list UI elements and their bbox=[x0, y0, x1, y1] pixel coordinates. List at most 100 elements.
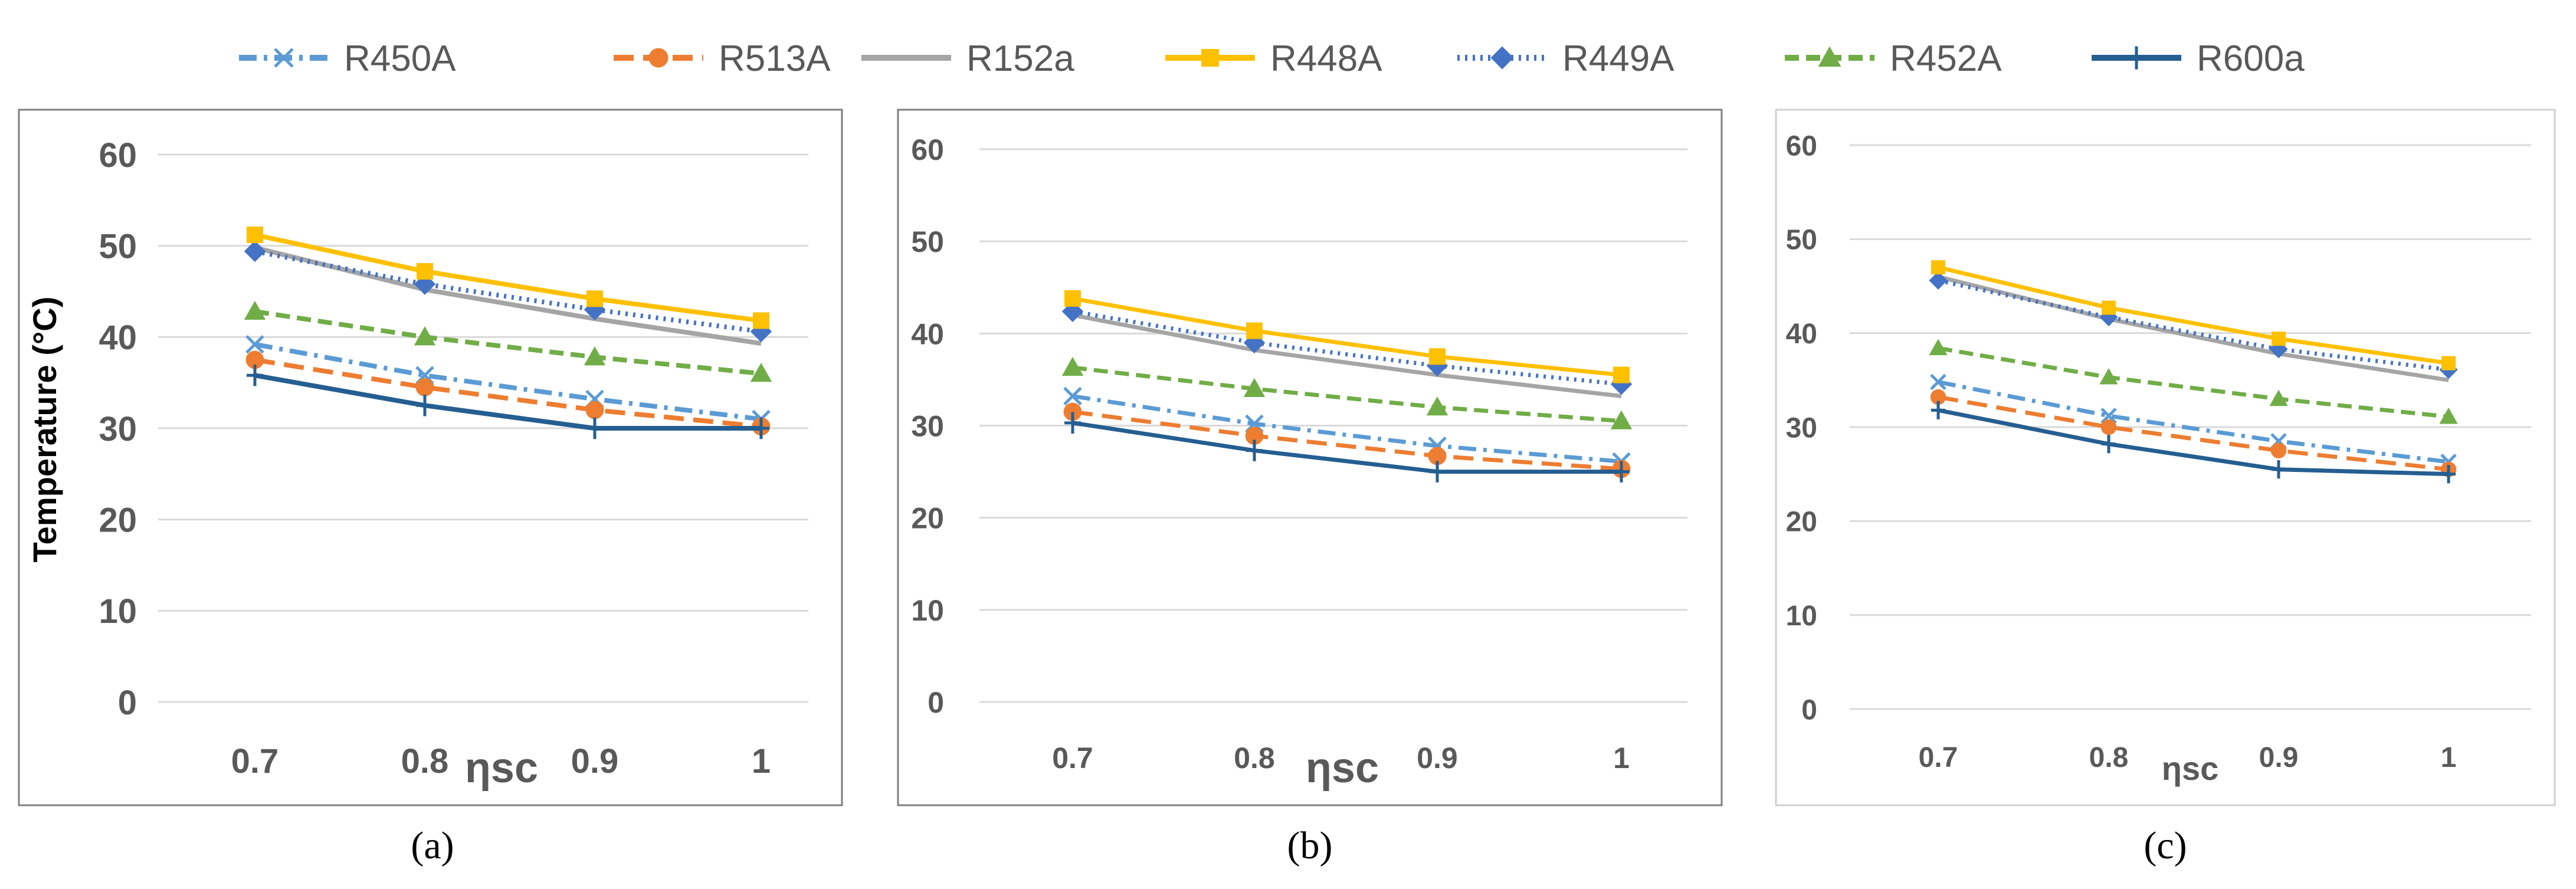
x-tick-label: 0.9 bbox=[2259, 742, 2299, 773]
y-tick-label: 50 bbox=[911, 225, 944, 258]
data-point bbox=[1246, 322, 1263, 339]
y-tick-label: 20 bbox=[911, 502, 944, 535]
legend-label: R452A bbox=[1890, 38, 2002, 79]
subfigure-label: (b) bbox=[1287, 824, 1333, 867]
data-point bbox=[244, 240, 266, 263]
series-line bbox=[254, 309, 762, 376]
x-axis-label: ηsc bbox=[1306, 744, 1379, 792]
data-point bbox=[2269, 389, 2288, 406]
chart-frame bbox=[18, 109, 843, 806]
y-tick-label: 10 bbox=[911, 594, 944, 627]
data-point bbox=[584, 346, 606, 366]
series-r452a bbox=[1061, 356, 1633, 429]
data-point bbox=[417, 395, 433, 416]
legend-label: R450A bbox=[344, 38, 456, 79]
data-point bbox=[415, 378, 434, 396]
data-point bbox=[245, 334, 264, 354]
data-point bbox=[2441, 465, 2456, 484]
series-line bbox=[1938, 408, 2449, 477]
data-point bbox=[586, 290, 603, 307]
y-tick-label: 50 bbox=[1786, 225, 1817, 256]
data-point bbox=[586, 417, 603, 439]
data-point bbox=[585, 401, 604, 419]
series-line bbox=[1072, 409, 1622, 471]
legend-item-r452a: R452A bbox=[1785, 38, 2002, 79]
y-tick-label: 20 bbox=[1786, 507, 1817, 538]
data-point bbox=[2441, 356, 2456, 370]
subfigure-label: (a) bbox=[411, 824, 454, 867]
series-line bbox=[1938, 265, 2449, 366]
y-tick-label: 40 bbox=[1786, 319, 1817, 350]
series-line bbox=[1072, 365, 1622, 424]
x-tick-label: 0.7 bbox=[1052, 742, 1093, 775]
data-point bbox=[2099, 368, 2118, 385]
series-r513a bbox=[1063, 402, 1631, 478]
x-tick-label: 0.9 bbox=[571, 742, 619, 780]
legend-marker-x bbox=[274, 48, 294, 68]
series-line bbox=[1072, 296, 1622, 378]
data-point bbox=[750, 363, 772, 382]
data-point bbox=[1929, 271, 1948, 290]
data-point bbox=[1061, 356, 1084, 376]
legend: R450A R513A R152a R448A R449A R452A R600a bbox=[239, 38, 2305, 79]
data-point bbox=[244, 300, 266, 320]
series-line bbox=[254, 342, 762, 422]
data-point bbox=[1243, 332, 1266, 354]
x-tick-label: 0.8 bbox=[401, 742, 449, 780]
legend-label: R448A bbox=[1270, 38, 1382, 79]
data-point bbox=[2102, 435, 2116, 454]
legend-item-r152a: R152a bbox=[861, 38, 1074, 79]
series-r513a bbox=[245, 350, 771, 436]
data-point bbox=[1931, 260, 1945, 275]
series-line bbox=[1938, 395, 2449, 472]
legend-label: R152a bbox=[966, 38, 1074, 79]
data-point bbox=[2100, 408, 2117, 424]
data-point bbox=[247, 227, 263, 244]
x-tick-label: 0.8 bbox=[2089, 742, 2129, 773]
data-point bbox=[247, 365, 263, 386]
legend-item-r450a: R450A bbox=[239, 38, 456, 79]
legend-label: R449A bbox=[1562, 38, 1674, 79]
y-tick-label: 60 bbox=[911, 133, 944, 166]
chart-panel-c: 0 10 20 30 40 50 60 0.7 0.8 0.9 1 ηsc (c) bbox=[1775, 109, 2556, 867]
data-point bbox=[414, 326, 436, 346]
series-r600a bbox=[1931, 401, 2456, 484]
legend-marker-square bbox=[1201, 49, 1219, 67]
series-line bbox=[1938, 278, 2449, 372]
data-point bbox=[1063, 402, 1082, 421]
legend-item-r448a: R448A bbox=[1165, 38, 1382, 79]
y-tick-label: 50 bbox=[99, 228, 137, 266]
x-axis-label: ηsc bbox=[2162, 750, 2219, 787]
series-r448a bbox=[1931, 260, 2456, 370]
data-point bbox=[1243, 378, 1266, 398]
data-point bbox=[1064, 290, 1081, 307]
series-r600a bbox=[247, 365, 769, 439]
legend-item-r513a: R513A bbox=[614, 38, 831, 79]
y-tick-label: 60 bbox=[99, 136, 137, 175]
data-point bbox=[753, 312, 769, 329]
series-line bbox=[254, 232, 762, 323]
data-point bbox=[1610, 373, 1633, 395]
series-line bbox=[1072, 421, 1621, 474]
y-axis-label: Temperature (°C) bbox=[26, 297, 63, 563]
legend-item-r449a: R449A bbox=[1457, 38, 1674, 79]
y-tick-label: 0 bbox=[118, 684, 137, 722]
y-tick-label: 10 bbox=[99, 592, 137, 631]
y-tick-label: 20 bbox=[99, 501, 137, 540]
data-point bbox=[1930, 373, 1946, 391]
legend-label: R600a bbox=[2197, 38, 2305, 79]
series-line bbox=[254, 373, 761, 431]
data-point bbox=[1429, 348, 1446, 365]
data-point bbox=[1063, 386, 1082, 406]
subfigure-label: (c) bbox=[2144, 824, 2187, 867]
x-tick-label: 0.7 bbox=[1919, 742, 1958, 773]
legend-marker-circle bbox=[648, 48, 668, 68]
y-tick-label: 40 bbox=[99, 319, 137, 357]
data-point bbox=[1929, 339, 1948, 356]
series-line bbox=[1072, 313, 1622, 399]
y-tick-label: 0 bbox=[928, 686, 944, 719]
data-point bbox=[1613, 461, 1630, 483]
data-point bbox=[1930, 389, 1946, 405]
